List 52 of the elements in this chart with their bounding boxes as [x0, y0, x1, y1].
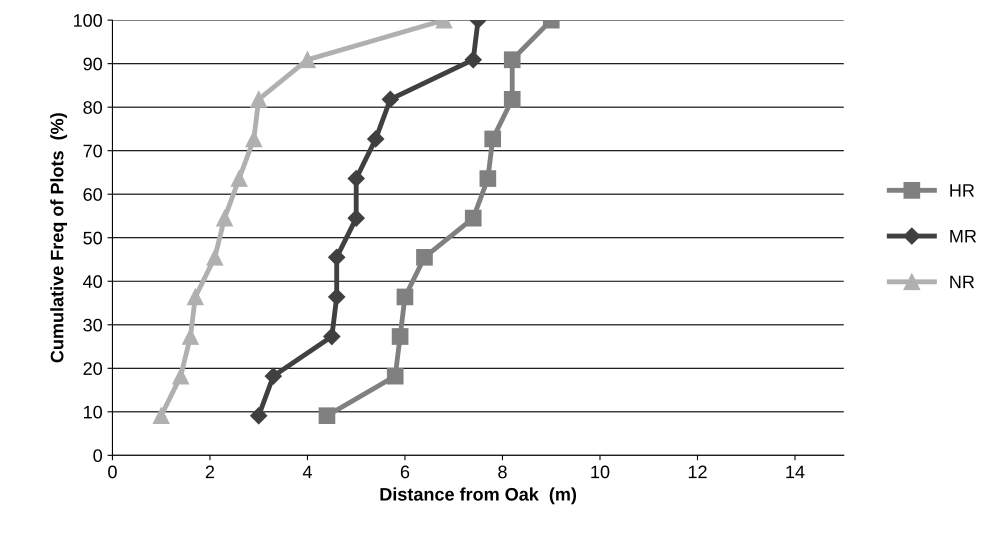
legend-label: NR: [950, 276, 974, 288]
point: [416, 248, 433, 266]
y-tick-label: 50: [83, 232, 102, 244]
point: [250, 91, 268, 108]
y-tick-label: 70: [84, 144, 102, 158]
point: [186, 288, 204, 306]
x-tick-label: 8: [498, 466, 507, 478]
legend-label: HR: [950, 184, 974, 197]
y-axis-title: Cumulative Freq of Plots (%): [50, 113, 68, 362]
point: [250, 407, 268, 424]
point: [328, 288, 346, 306]
y-tick-label: 90: [83, 58, 102, 70]
point: [504, 51, 521, 68]
x-tick-label: 4: [302, 466, 312, 478]
point: [392, 328, 408, 345]
point: [386, 368, 404, 384]
x-tick-label: 12: [688, 466, 707, 478]
point: [216, 210, 233, 226]
point: [299, 51, 316, 68]
y-tick-label: 0: [93, 449, 102, 462]
point: [484, 130, 502, 148]
point: [367, 130, 384, 148]
y-tick-label: 60: [84, 188, 102, 201]
legend-label: MR: [950, 230, 976, 242]
point: [464, 51, 482, 68]
point: [318, 407, 336, 424]
x-tick-label: 14: [786, 466, 805, 478]
point: [245, 130, 262, 148]
point: [348, 210, 365, 227]
x-axis-title: Distance from Oak (m): [380, 487, 576, 504]
point: [504, 91, 521, 108]
y-tick-label: 20: [84, 362, 102, 376]
x-tick-label: 0: [108, 466, 117, 478]
point: [230, 170, 248, 187]
point: [206, 248, 224, 266]
point: [328, 248, 346, 266]
x-tick-label: 6: [400, 466, 410, 478]
point: [382, 90, 399, 108]
y-tick-label: 100: [74, 14, 102, 27]
point: [152, 407, 170, 424]
point: [480, 170, 496, 187]
point: [323, 328, 340, 346]
y-tick-label: 80: [83, 101, 102, 114]
y-tick-label: 40: [83, 275, 102, 288]
point: [264, 368, 282, 385]
point: [396, 288, 414, 306]
x-tick-label: 10: [591, 466, 610, 478]
point: [172, 368, 190, 384]
y-tick-label: 10: [84, 406, 102, 419]
y-tick-label: 30: [83, 318, 102, 332]
x-tick-label: 2: [206, 466, 214, 478]
point: [464, 210, 482, 226]
